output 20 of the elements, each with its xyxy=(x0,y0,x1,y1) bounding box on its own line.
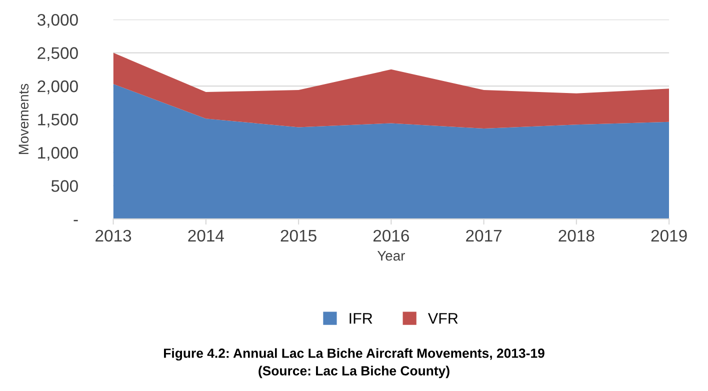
legend-label: VFR xyxy=(428,313,458,324)
x-axis-title: Year xyxy=(377,250,405,261)
x-tick-label: 2013 xyxy=(96,230,132,242)
legend-label: IFR xyxy=(350,313,372,324)
text: Figure 4.2: Annual Lac La Biche Aircraft Movements, 2013-19 xyxy=(164,348,544,361)
text: (Source: Lac La Biche County) xyxy=(258,366,450,378)
y-axis-title: Movements xyxy=(18,84,29,154)
y-tick-label: 1,500 xyxy=(38,114,78,128)
y-tick-label: - xyxy=(74,220,78,222)
x-tick-label: 2019 xyxy=(651,230,687,242)
x-tick-label: 2017 xyxy=(466,230,502,242)
x-tick-label: 2015 xyxy=(280,230,316,242)
y-tick-label: 2,500 xyxy=(38,47,78,61)
x-tick-label: 2016 xyxy=(373,230,409,242)
x-tick-label: 2014 xyxy=(188,230,224,242)
y-tick-label: 3,000 xyxy=(37,14,78,28)
x-tick-label: 2018 xyxy=(558,230,594,242)
y-tick-label: 2,000 xyxy=(38,80,78,94)
y-tick-label: 500 xyxy=(51,180,78,192)
y-tick-label: 1,000 xyxy=(38,146,78,161)
